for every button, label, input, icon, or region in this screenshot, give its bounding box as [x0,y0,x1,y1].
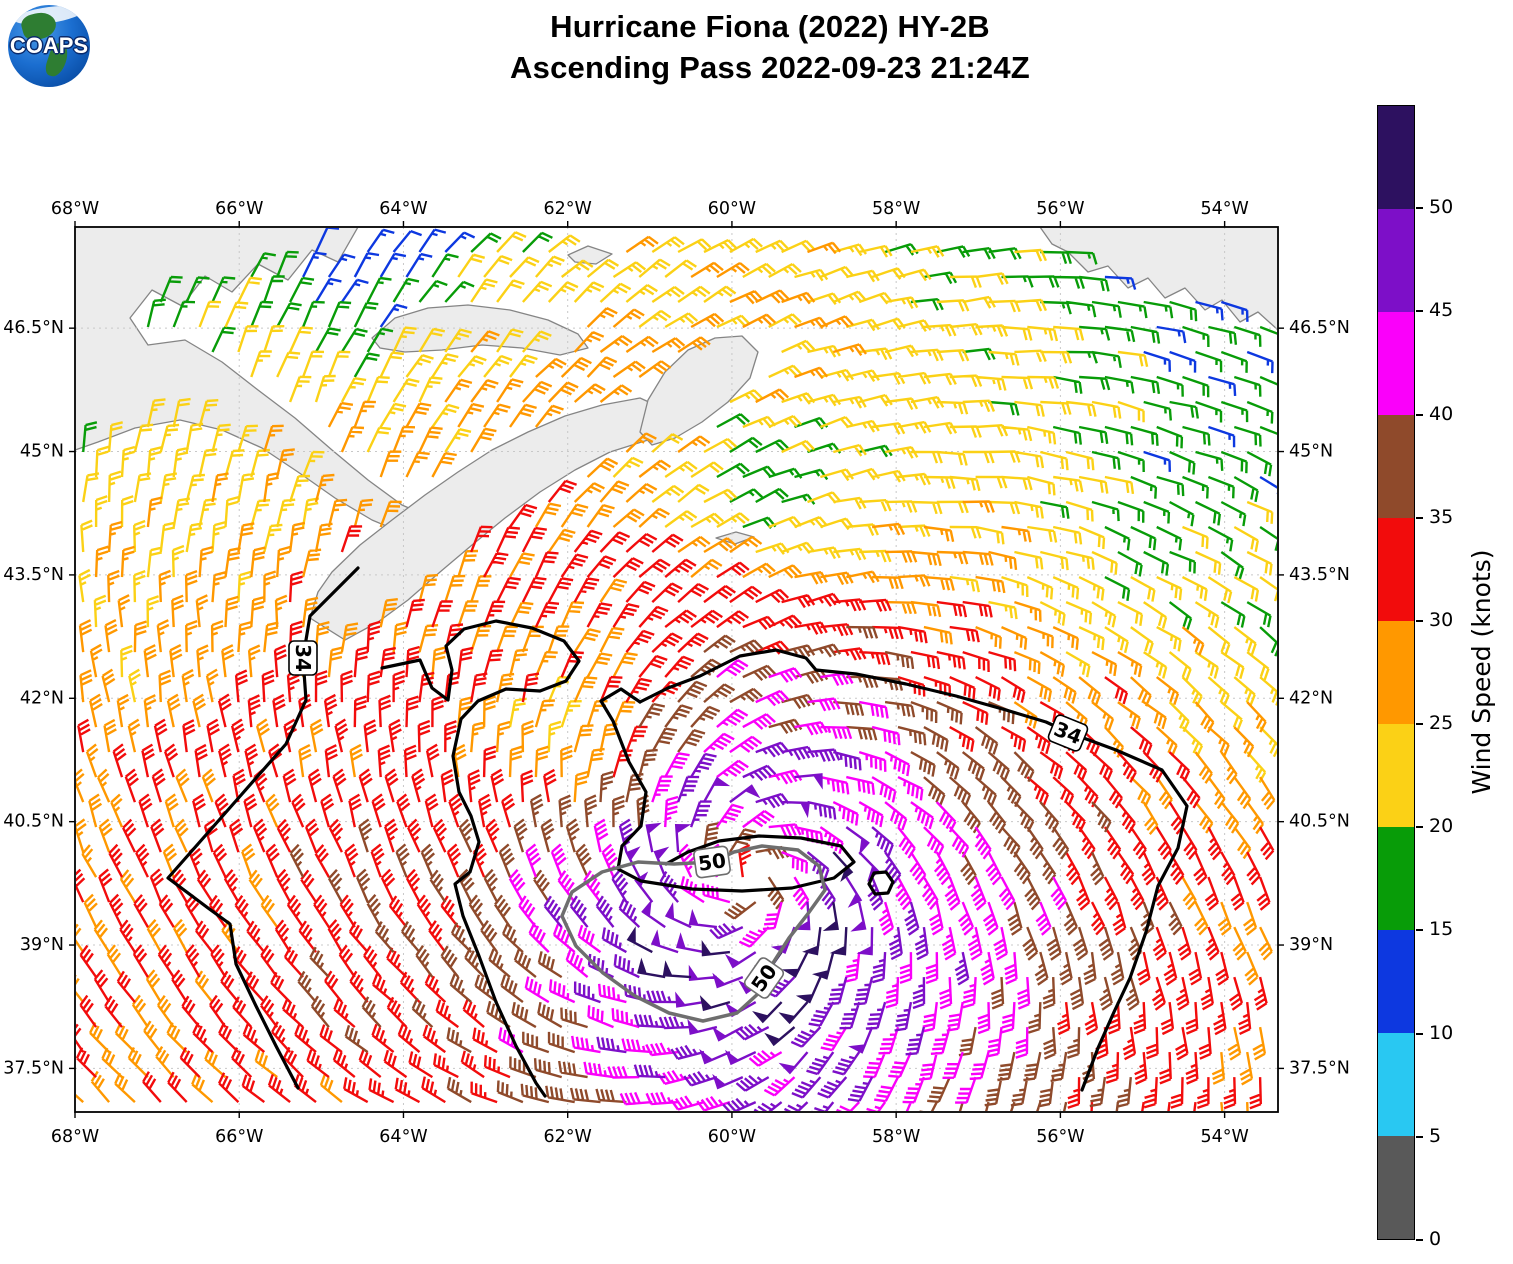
colorbar-segment-45-50 [1378,209,1414,312]
colorbar-tick [1416,413,1423,416]
colorbar-tick-label: 25 [1429,712,1454,735]
axis-tick-label: 64°W [379,1127,427,1147]
axis-tick-label: 39°N [1289,935,1333,955]
wind-barbs-bin-15 [82,231,1277,657]
colorbar-segment-40-45 [1378,312,1414,415]
axis-tick-label: 40.5°N [1289,812,1350,832]
contour-line-34 [380,619,581,1098]
axis-tick-label: 64°W [379,199,427,219]
wind-barbs-bin-25 [76,235,1276,1111]
axis-tick-label: 46.5°N [1289,318,1350,338]
colorbar-tick [1416,929,1423,932]
colorbar-tick [1416,516,1423,519]
axis-tick-label: 68°W [51,1127,99,1147]
colorbar-segment-30-35 [1378,518,1414,621]
colorbar-segment-15-20 [1378,827,1414,930]
colorbar-tick-label: 0 [1429,1228,1442,1250]
landmass-magdalen-islands [567,245,613,265]
contour-label-50: 50 [693,845,731,879]
axis-tick-label: 62°W [544,199,592,219]
colorbar-segment-35-40 [1378,415,1414,518]
title-line-1: Hurricane Fiona (2022) HY-2B [550,9,990,44]
contour-label-34: 34 [1047,714,1089,752]
contour-50kt [560,844,827,1023]
colorbar-segment-20-25 [1378,724,1414,827]
axis-tick-label: 45°N [1289,442,1333,462]
map-frame [74,226,1279,1113]
axis-tick-label: 37.5°N [1289,1058,1350,1078]
axis-tick-label: 68°W [51,199,99,219]
colorbar-tick [1416,826,1423,829]
wind-barbs-bin-10 [302,228,1277,495]
colorbar-segment-50-55 [1378,106,1414,209]
colorbar-tick [1416,1239,1423,1241]
axis-tick-label: 60°W [708,199,756,219]
contour-label-34: 34 [288,640,318,676]
colorbar [1377,105,1415,1240]
colorbar-tick-label: 20 [1429,815,1454,838]
logo-wordmark: COAPS [9,33,89,58]
title-line-2: Ascending Pass 2022-09-23 21:24Z [510,50,1030,85]
axis-tick-label: 58°W [872,199,920,219]
axis-tick-label: 46.5°N [3,318,64,338]
coaps-logo: COAPS [8,5,90,87]
axis-tick-label: 62°W [544,1127,592,1147]
contour-line-34 [867,870,895,896]
colorbar-tick [1416,1032,1423,1035]
contour-line-34 [638,648,1189,1092]
landmass-newfoundland-coast [1039,228,1277,330]
colorbar-tick-label: 15 [1429,918,1454,941]
wind-barbs-bin-30 [76,479,1275,1111]
contour-line-50 [560,844,827,1023]
landmass-cape-breton [639,335,759,446]
colorbar-segment-5-10 [1378,1033,1414,1136]
axis-tick-label: 39°N [20,935,64,955]
axis-tick-label: 58°W [872,1127,920,1147]
colorbar-segment-0-5 [1378,1136,1414,1239]
axis-tick-label: 43.5°N [3,565,64,585]
colorbar-segment-25-30 [1378,621,1414,724]
axis-tick-label: 56°W [1036,1127,1084,1147]
axis-tick-label: 40.5°N [3,812,64,832]
colorbar-tick [1416,723,1423,726]
axis-tick-label: 42°N [1289,688,1333,708]
colorbar-tick-label: 45 [1429,299,1454,322]
figure-title: Hurricane Fiona (2022) HY-2B Ascending P… [330,6,1210,88]
colorbar-tick [1416,310,1423,313]
wind-barbs-bin-40 [498,659,1068,1111]
axis-tick-label: 56°W [1036,199,1084,219]
wind-barbs-bin-45 [543,741,970,1111]
wind-barbs-bin-50 [626,851,854,1047]
svg-text:34: 34 [291,644,315,672]
svg-text:50: 50 [697,848,728,876]
colorbar-tick [1416,207,1423,210]
colorbar-tick-label: 40 [1429,402,1454,425]
colorbar-tick [1416,619,1423,622]
axis-tick-labels: 68°W 68°W 66°W 66°W 64°W 64°W 62°W 62°W 60°W 60°W… [3,199,1350,1147]
axis-tick-label: 66°W [215,1127,263,1147]
axis-tick-label: 66°W [215,199,263,219]
axis-ticks [69,221,1284,1118]
axis-tick-label: 45°N [20,442,64,462]
wind-barbs-bin-20 [78,231,1277,783]
colorbar-tick-label: 50 [1429,196,1454,219]
colorbar-segment-10-15 [1378,930,1414,1033]
axis-tick-label: 54°W [1200,199,1248,219]
colorbar-tick-label: 10 [1429,1021,1454,1044]
colorbar-tick-label: 30 [1429,608,1454,631]
axis-tick-label: 60°W [708,1127,756,1147]
wind-barbs-bin-35 [289,625,1183,1111]
axis-tick-label: 42°N [20,688,64,708]
axis-tick-label: 37.5°N [3,1058,64,1078]
colorbar-tick-label: 35 [1429,505,1454,528]
wind-barbs [76,228,1277,1111]
colorbar-title: Wind Speed (knots) [1467,549,1496,795]
colorbar-tick-label: 5 [1429,1124,1442,1147]
contour-labels-34: 34 34 [288,640,1089,752]
axis-tick-label: 43.5°N [1289,565,1350,585]
contour-line-34 [599,687,856,893]
colorbar-tick [1416,1135,1423,1138]
axis-tick-label: 54°W [1200,1127,1248,1147]
